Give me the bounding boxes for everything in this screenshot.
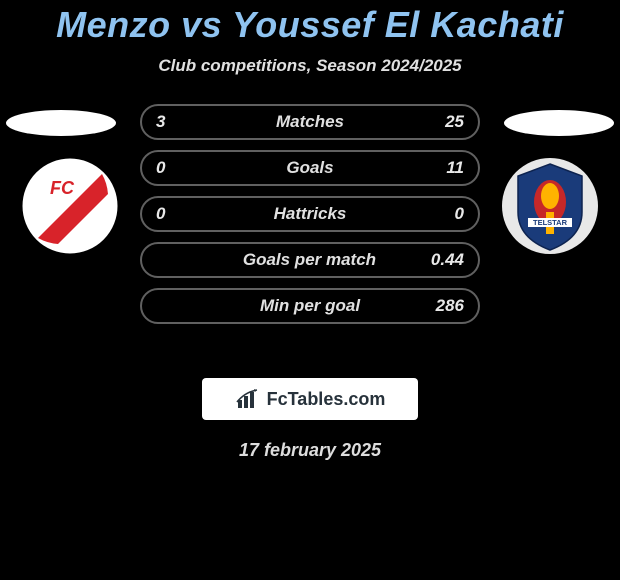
stat-row-goals-per-match: Goals per match 0.44 bbox=[140, 242, 480, 278]
season-subtitle: Club competitions, Season 2024/2025 bbox=[0, 56, 620, 76]
svg-text:TELSTAR: TELSTAR bbox=[533, 218, 568, 227]
stat-left-value: 0 bbox=[156, 204, 188, 224]
snapshot-date: 17 february 2025 bbox=[0, 440, 620, 461]
stat-left-value: 0 bbox=[156, 158, 188, 178]
stat-row-matches: 3 Matches 25 bbox=[140, 104, 480, 140]
stat-right-value: 0 bbox=[432, 204, 464, 224]
stat-right-value: 0.44 bbox=[431, 250, 464, 270]
telstar-icon: TELSTAR bbox=[500, 156, 600, 256]
stat-right-value: 25 bbox=[432, 112, 464, 132]
stat-left-value: 3 bbox=[156, 112, 188, 132]
svg-text:FC: FC bbox=[50, 178, 75, 198]
stat-label: Matches bbox=[188, 112, 432, 132]
bar-chart-icon bbox=[235, 388, 263, 410]
left-club-badge: FC bbox=[20, 156, 120, 256]
main-area: FC TELSTAR 3 Matches 25 0 Goa bbox=[0, 104, 620, 364]
stat-right-value: 11 bbox=[432, 158, 464, 178]
fc-utrecht-icon: FC bbox=[20, 156, 120, 256]
stat-right-value: 286 bbox=[432, 296, 464, 316]
stat-row-min-per-goal: Min per goal 286 bbox=[140, 288, 480, 324]
stat-label: Min per goal bbox=[188, 296, 432, 316]
stat-label: Goals bbox=[188, 158, 432, 178]
stat-row-hattricks: 0 Hattricks 0 bbox=[140, 196, 480, 232]
stat-label: Hattricks bbox=[188, 204, 432, 224]
stat-row-goals: 0 Goals 11 bbox=[140, 150, 480, 186]
fctables-logo: FcTables.com bbox=[202, 378, 418, 420]
stats-list: 3 Matches 25 0 Goals 11 0 Hattricks 0 Go… bbox=[140, 104, 480, 324]
comparison-title: Menzo vs Youssef El Kachati bbox=[0, 4, 620, 46]
right-club-badge: TELSTAR bbox=[500, 156, 600, 256]
left-player-ellipse bbox=[6, 110, 116, 136]
stat-label: Goals per match bbox=[188, 250, 431, 270]
right-player-ellipse bbox=[504, 110, 614, 136]
logo-text: FcTables.com bbox=[267, 389, 386, 410]
